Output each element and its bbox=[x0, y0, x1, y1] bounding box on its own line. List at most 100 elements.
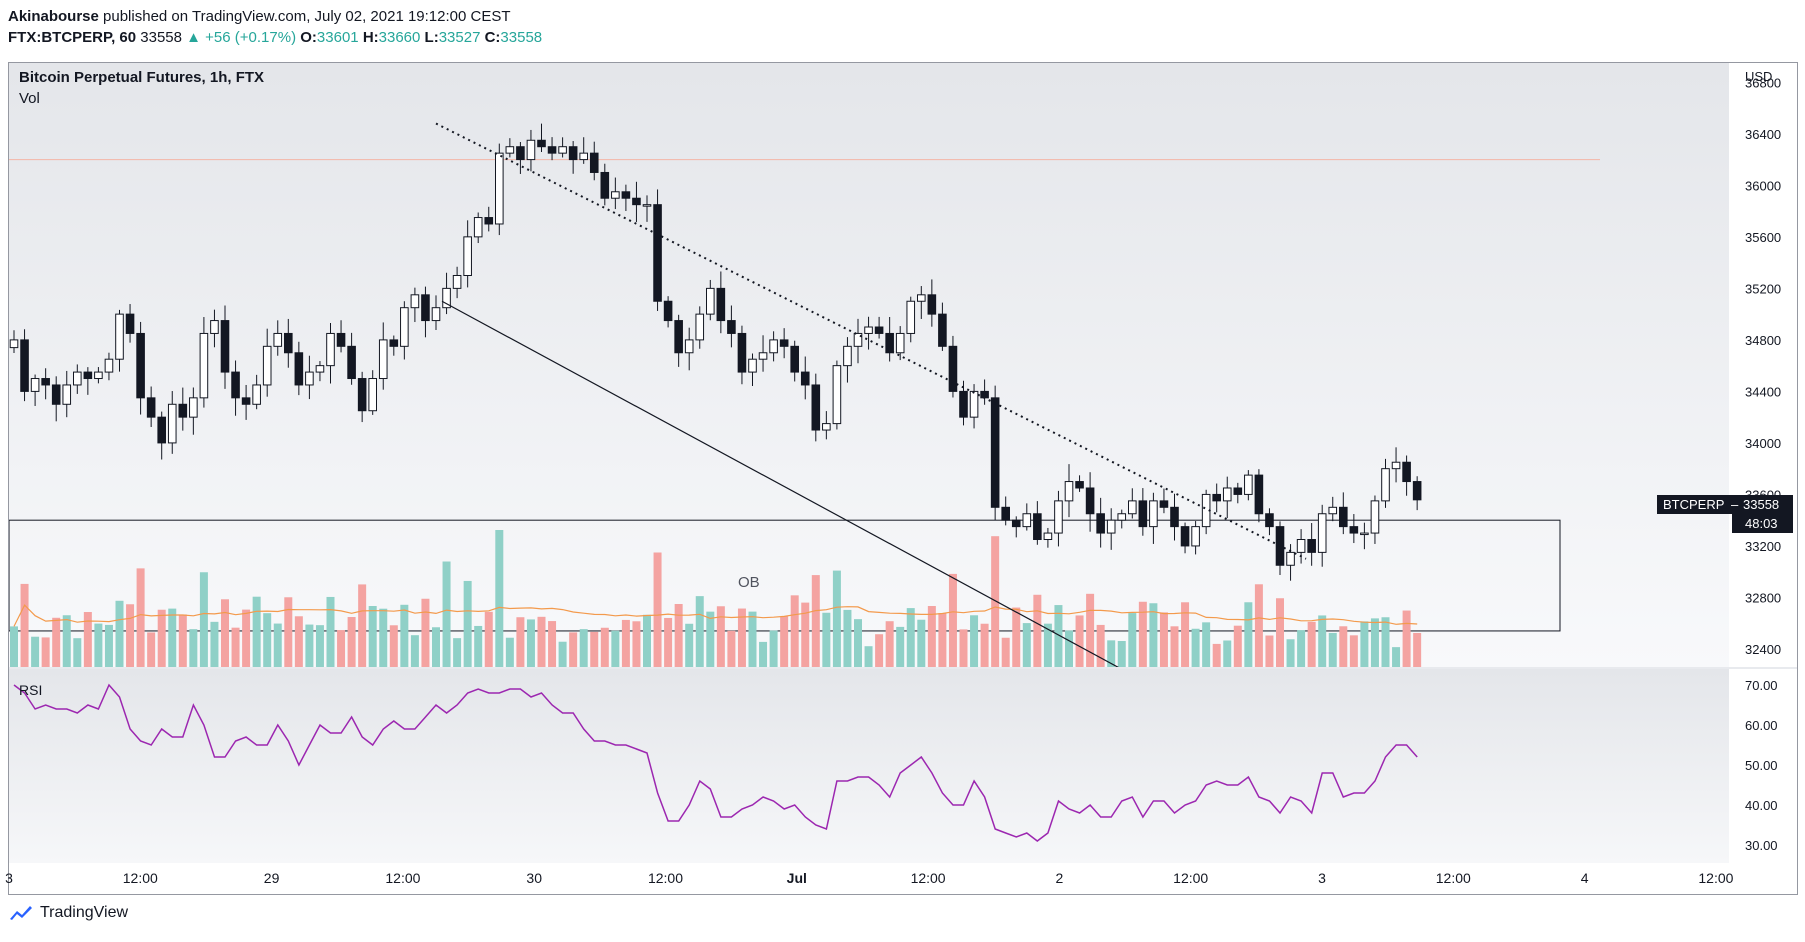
volume-bar bbox=[358, 584, 367, 667]
candle-body bbox=[315, 365, 325, 373]
candle bbox=[1212, 483, 1222, 513]
rsi-tick-label: 30.00 bbox=[1745, 838, 1778, 853]
volume-bar bbox=[147, 632, 156, 667]
volume-bar bbox=[242, 609, 251, 667]
volume-bar bbox=[1202, 622, 1211, 667]
volume-bar bbox=[73, 638, 82, 667]
candle bbox=[663, 296, 673, 328]
candle bbox=[1117, 509, 1127, 529]
candle-body bbox=[146, 397, 156, 418]
candle-body bbox=[104, 358, 114, 373]
volume-bar bbox=[695, 596, 704, 667]
candle bbox=[917, 286, 926, 319]
candle-body bbox=[948, 345, 958, 392]
candle-body bbox=[463, 236, 472, 276]
candle-body bbox=[442, 287, 451, 309]
candle-body bbox=[853, 332, 863, 347]
volume-bar bbox=[1191, 628, 1200, 667]
candle-body bbox=[73, 371, 82, 386]
volume-bar bbox=[189, 629, 198, 667]
candle bbox=[51, 376, 61, 422]
volume-bar bbox=[1360, 621, 1369, 667]
candle bbox=[1075, 475, 1084, 492]
svg-text:–: – bbox=[1731, 497, 1739, 512]
candle bbox=[189, 387, 198, 435]
candle-body bbox=[1043, 532, 1053, 541]
candle bbox=[1180, 522, 1190, 554]
volume-bar bbox=[611, 630, 620, 667]
candle bbox=[632, 181, 641, 222]
candle-body bbox=[758, 352, 768, 360]
candle-body bbox=[220, 320, 230, 373]
candle-body bbox=[505, 146, 515, 154]
candle bbox=[83, 367, 93, 395]
candle-body bbox=[484, 217, 494, 225]
candle bbox=[558, 137, 567, 158]
volume-ma-line bbox=[13, 604, 1418, 627]
candle-body bbox=[779, 339, 789, 347]
volume-bar bbox=[780, 616, 789, 667]
candle bbox=[210, 309, 219, 348]
candle bbox=[104, 352, 114, 381]
candle-body bbox=[51, 384, 61, 405]
volume-bar bbox=[1233, 625, 1242, 667]
candle-body bbox=[1128, 500, 1137, 515]
candle bbox=[20, 329, 29, 402]
candle bbox=[938, 302, 947, 351]
candle-body bbox=[537, 139, 546, 148]
candle-body bbox=[959, 390, 968, 418]
candle-body bbox=[241, 397, 251, 405]
volume-bar bbox=[621, 619, 630, 667]
volume-bar bbox=[1159, 612, 1168, 667]
time-tick-label: 30 bbox=[526, 870, 542, 886]
candle-body bbox=[600, 171, 610, 199]
price-tick-label: 34000 bbox=[1745, 436, 1781, 451]
candle-body bbox=[1317, 513, 1327, 553]
candle bbox=[389, 335, 399, 356]
candle-body bbox=[9, 339, 19, 349]
volume-bar bbox=[52, 617, 61, 667]
candle bbox=[832, 360, 842, 430]
candle-body bbox=[706, 287, 715, 315]
candle-body bbox=[769, 339, 778, 354]
candle-body bbox=[621, 191, 631, 199]
volume-bar bbox=[62, 615, 71, 667]
volume-bar bbox=[379, 608, 388, 667]
candle-body bbox=[1233, 487, 1243, 495]
candle-body bbox=[1022, 513, 1032, 528]
volume-bar bbox=[1075, 615, 1084, 667]
candle-body bbox=[1222, 487, 1232, 502]
candle bbox=[294, 341, 304, 396]
candle bbox=[1412, 476, 1422, 511]
volume-bar bbox=[315, 625, 324, 667]
candle bbox=[1296, 529, 1306, 564]
candle-body bbox=[1381, 468, 1390, 502]
candle bbox=[1317, 504, 1327, 567]
volume-bar bbox=[115, 600, 124, 667]
candle-body bbox=[990, 397, 1000, 508]
candle bbox=[378, 322, 388, 390]
volume-bar bbox=[199, 572, 208, 667]
volume-bar bbox=[980, 623, 989, 667]
tradingview-logo-icon bbox=[10, 906, 32, 920]
candle-body bbox=[1296, 539, 1306, 553]
candle-body bbox=[1191, 526, 1200, 547]
candle-body bbox=[906, 300, 916, 334]
time-tick-label: Jul bbox=[787, 870, 807, 886]
volume-bar bbox=[474, 625, 483, 667]
volume-bar bbox=[706, 611, 715, 667]
volume-bar bbox=[970, 615, 979, 667]
candle bbox=[642, 195, 652, 222]
candle bbox=[273, 320, 283, 356]
candle bbox=[621, 184, 631, 211]
volume-bar bbox=[252, 596, 261, 667]
volume-bar bbox=[822, 612, 831, 667]
candle bbox=[843, 337, 852, 383]
volume-bar bbox=[294, 616, 303, 667]
candle bbox=[1328, 496, 1338, 522]
volume-bar bbox=[495, 530, 504, 667]
volume-bar bbox=[1212, 643, 1221, 667]
candle-body bbox=[336, 332, 346, 347]
candle bbox=[674, 314, 683, 367]
